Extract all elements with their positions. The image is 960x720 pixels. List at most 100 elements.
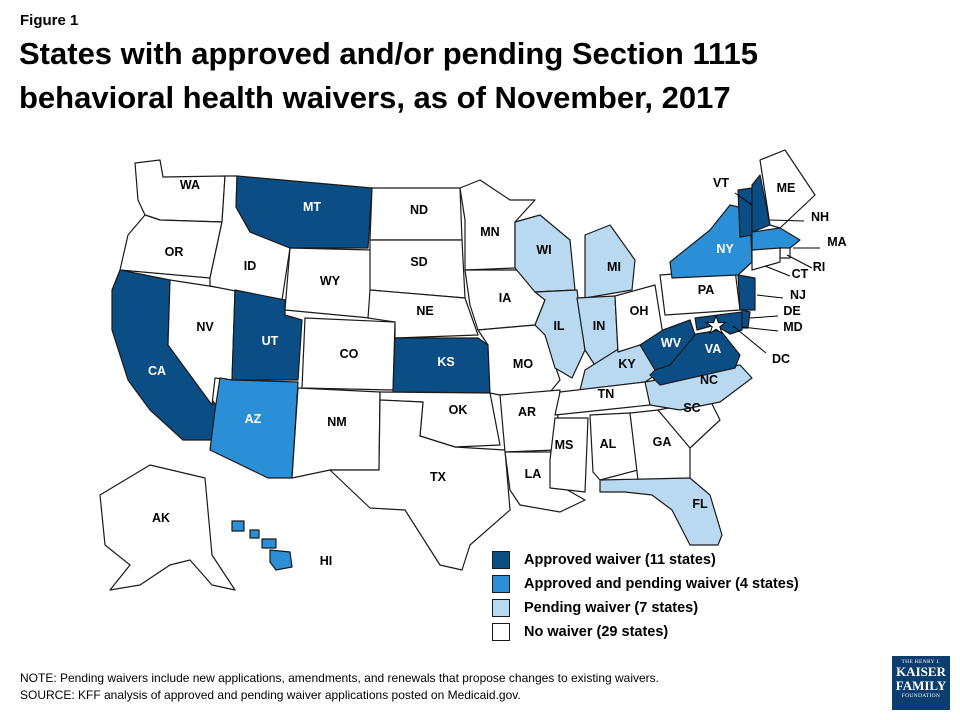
leader-line <box>756 294 784 299</box>
state-tx <box>329 399 511 571</box>
state-ak <box>99 464 236 591</box>
state-label-ma: MA <box>827 235 846 249</box>
leader-line <box>786 254 813 269</box>
kff-logo: THE HENRY J. KAISER FAMILY FOUNDATION <box>892 656 950 710</box>
logo-line: KAISER <box>896 664 946 679</box>
legend-item-approved: Approved waiver (11 states) <box>492 548 799 572</box>
state-nm <box>291 387 381 479</box>
state-label-tn: TN <box>598 387 615 401</box>
state-label-ks: KS <box>437 355 454 369</box>
state-label-mt: MT <box>303 200 321 214</box>
state-label-ny: NY <box>716 242 734 256</box>
state-sd <box>369 239 466 299</box>
state-label-tx: TX <box>430 470 447 484</box>
state-label-ia: IA <box>499 291 512 305</box>
state-label-al: AL <box>600 437 617 451</box>
state-nc <box>644 364 753 411</box>
state-label-in: IN <box>593 319 606 333</box>
state-label-oh: OH <box>630 304 649 318</box>
logo-line: FOUNDATION <box>901 693 941 699</box>
leader-line <box>734 192 753 206</box>
figure-label: Figure 1 <box>20 12 79 29</box>
state-label-ct: CT <box>792 267 809 281</box>
state-label-wv: WV <box>661 336 682 350</box>
state-me <box>759 149 816 229</box>
state-wv <box>639 319 696 371</box>
state-de <box>741 309 751 329</box>
state-al <box>589 412 639 481</box>
legend-swatch <box>492 551 510 569</box>
legend-swatch <box>492 599 510 617</box>
legend-label: No waiver (29 states) <box>524 624 669 640</box>
footnotes: NOTE: Pending waivers include new applic… <box>20 670 659 704</box>
leader-line <box>749 315 779 319</box>
state-label-ky: KY <box>618 357 636 371</box>
state-az <box>209 377 299 479</box>
state-ms <box>549 417 589 493</box>
state-label-la: LA <box>525 467 542 481</box>
state-ma <box>751 227 801 251</box>
legend: Approved waiver (11 states) Approved and… <box>492 548 799 644</box>
state-fl <box>599 477 723 546</box>
state-label-ca: CA <box>148 364 166 378</box>
state-label-ri: RI <box>813 260 826 274</box>
state-label-mn: MN <box>480 225 499 239</box>
state-label-nj: NJ <box>790 288 806 302</box>
state-label-dc: DC <box>772 352 790 366</box>
leader-line <box>741 326 779 332</box>
state-label-md: MD <box>783 320 802 334</box>
legend-item-none: No waiver (29 states) <box>492 620 799 644</box>
state-ri <box>779 247 791 259</box>
state-label-mi: MI <box>607 260 621 274</box>
state-label-id: ID <box>244 259 257 273</box>
state-label-sd: SD <box>410 255 427 269</box>
state-label-hi: HI <box>320 554 333 568</box>
state-label-ut: UT <box>262 334 279 348</box>
state-label-de: DE <box>783 304 800 318</box>
state-label-co: CO <box>340 347 359 361</box>
state-label-va: VA <box>705 342 721 356</box>
legend-swatch <box>492 575 510 593</box>
source-text: SOURCE: KFF analysis of approved and pen… <box>20 688 521 702</box>
state-hi <box>231 520 293 571</box>
state-label-nd: ND <box>410 203 428 217</box>
leader-line <box>732 325 767 354</box>
state-label-nm: NM <box>327 415 346 429</box>
state-label-wi: WI <box>536 243 551 257</box>
page-title: States with approved and/or pending Sect… <box>19 36 759 115</box>
legend-label: Approved and pending waiver (4 states) <box>524 576 799 592</box>
state-label-fl: FL <box>692 497 708 511</box>
note-text: NOTE: Pending waivers include new applic… <box>20 671 660 685</box>
state-label-ne: NE <box>416 304 433 318</box>
state-vt <box>737 187 753 238</box>
state-ar <box>499 389 561 453</box>
state-label-nc: NC <box>700 373 718 387</box>
legend-item-approved-pending: Approved and pending waiver (4 states) <box>492 572 799 596</box>
state-label-me: ME <box>777 181 796 195</box>
state-label-nh: NH <box>811 210 829 224</box>
state-label-ms: MS <box>555 438 574 452</box>
logo-line: FAMILY <box>895 678 947 693</box>
legend-item-pending: Pending waiver (7 states) <box>492 596 799 620</box>
legend-swatch <box>492 623 510 641</box>
state-nj <box>737 274 756 311</box>
legend-label: Approved waiver (11 states) <box>524 552 716 568</box>
state-label-sc: SC <box>683 401 700 415</box>
legend-label: Pending waiver (7 states) <box>524 600 699 616</box>
state-label-ar: AR <box>518 405 536 419</box>
state-label-wy: WY <box>320 274 341 288</box>
state-label-nv: NV <box>196 320 214 334</box>
state-label-vt: VT <box>713 176 729 190</box>
state-label-mo: MO <box>513 357 533 371</box>
leader-line <box>769 219 805 222</box>
state-ga <box>629 409 691 481</box>
state-ny <box>669 204 753 279</box>
dc-star-icon <box>704 314 728 335</box>
state-mi <box>584 224 636 299</box>
state-label-ok: OK <box>449 403 468 417</box>
leader-line <box>764 265 791 277</box>
state-ct <box>751 247 781 271</box>
state-label-ak: AK <box>152 511 170 525</box>
state-label-il: IL <box>553 319 564 333</box>
